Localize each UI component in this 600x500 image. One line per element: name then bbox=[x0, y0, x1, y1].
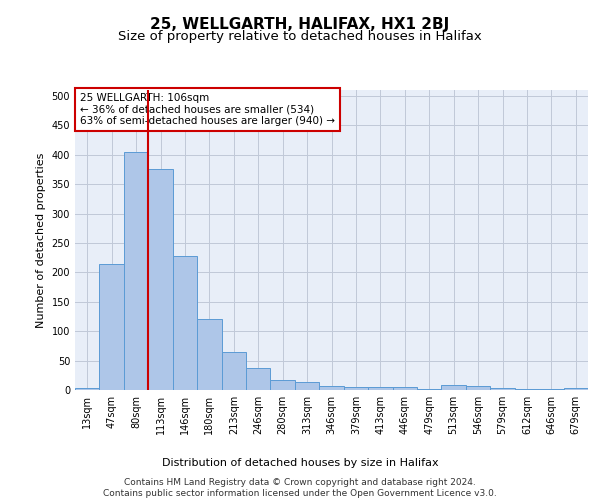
Bar bbox=[221, 352, 246, 390]
Bar bbox=[173, 256, 197, 390]
Text: 25 WELLGARTH: 106sqm
← 36% of detached houses are smaller (534)
63% of semi-deta: 25 WELLGARTH: 106sqm ← 36% of detached h… bbox=[80, 93, 335, 126]
Bar bbox=[100, 264, 124, 390]
Bar bbox=[368, 387, 392, 390]
Text: Distribution of detached houses by size in Halifax: Distribution of detached houses by size … bbox=[161, 458, 439, 468]
Bar bbox=[442, 386, 466, 390]
Bar bbox=[295, 382, 319, 390]
Bar bbox=[392, 387, 417, 390]
Bar bbox=[515, 389, 539, 390]
Bar bbox=[246, 368, 271, 390]
Bar bbox=[563, 388, 588, 390]
Bar bbox=[319, 386, 344, 390]
Bar bbox=[490, 388, 515, 390]
Text: 25, WELLGARTH, HALIFAX, HX1 2BJ: 25, WELLGARTH, HALIFAX, HX1 2BJ bbox=[151, 18, 449, 32]
Text: Size of property relative to detached houses in Halifax: Size of property relative to detached ho… bbox=[118, 30, 482, 43]
Bar bbox=[271, 380, 295, 390]
Y-axis label: Number of detached properties: Number of detached properties bbox=[36, 152, 46, 328]
Text: Contains HM Land Registry data © Crown copyright and database right 2024.
Contai: Contains HM Land Registry data © Crown c… bbox=[103, 478, 497, 498]
Bar bbox=[344, 387, 368, 390]
Bar bbox=[124, 152, 148, 390]
Bar bbox=[466, 386, 490, 390]
Bar bbox=[197, 320, 221, 390]
Bar bbox=[75, 388, 100, 390]
Bar bbox=[148, 170, 173, 390]
Bar bbox=[417, 389, 442, 390]
